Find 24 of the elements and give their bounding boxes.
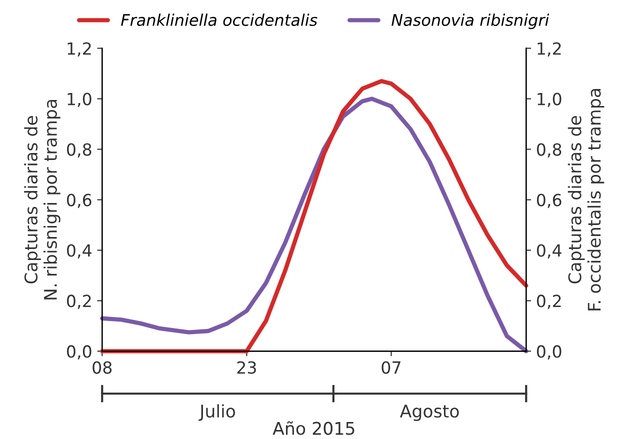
y2-tick-label: 0,4: [536, 244, 562, 258]
x-tick-label: 07: [382, 361, 400, 374]
y-tick-label: 1,0: [68, 92, 92, 108]
x-tick-label: 23: [237, 361, 256, 374]
y2-tick-label: 1,0: [538, 92, 562, 108]
y2-tick-label: 0,8: [536, 143, 562, 158]
legend-label: Nasonovia ribisnigri: [392, 14, 550, 30]
x-axis-title: Año 2015: [272, 421, 354, 435]
y-tick-label: 0,4: [67, 244, 92, 258]
y2-tick-label: 1,2: [538, 42, 561, 57]
y-tick-label: 0,2: [67, 294, 91, 309]
y-axis-title: Capturas diarias de N. ribisnigri por trampa: [24, 100, 60, 300]
y-tick-label: 1,2: [68, 42, 91, 57]
y-tick-label: 0,0: [67, 345, 92, 360]
y2-tick-label: 0,6: [536, 194, 562, 208]
text: Agosto: [400, 404, 459, 422]
y-tick-label: 0,6: [67, 194, 92, 208]
text: Julio: [198, 404, 236, 421]
y-tick-label: 0,8: [67, 143, 92, 158]
y2-tick-label: 0,2: [536, 294, 561, 309]
y2-axis-title: Capturas diarias de F. occidentalis por trampa: [568, 89, 604, 310]
x-tick-label: 08: [92, 361, 112, 374]
y2-tick-label: 0,0: [536, 345, 562, 360]
legend-label: Frankliniella occidentalis: [121, 14, 318, 26]
